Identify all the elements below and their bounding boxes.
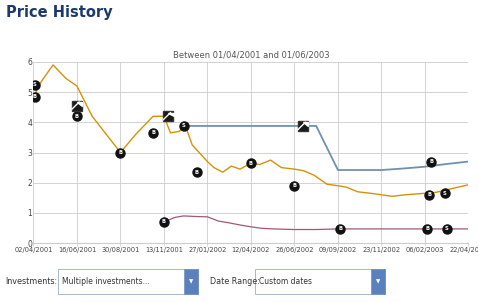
Text: B: B <box>427 192 431 197</box>
Text: Date Range:: Date Range: <box>210 277 260 286</box>
Text: B: B <box>293 183 296 188</box>
Text: S: S <box>443 191 446 196</box>
Bar <box>58 269 198 294</box>
Text: B: B <box>338 226 342 231</box>
Text: Custom dates: Custom dates <box>259 277 312 286</box>
Text: S: S <box>33 82 37 87</box>
Text: ▼: ▼ <box>189 279 193 284</box>
Bar <box>184 269 198 294</box>
Text: B: B <box>429 159 434 164</box>
Bar <box>255 269 385 294</box>
Text: S: S <box>182 124 185 128</box>
Text: Investments:: Investments: <box>5 277 57 286</box>
Text: B: B <box>162 220 166 224</box>
Bar <box>371 269 385 294</box>
Title: Between 01/04/2001 and 01/06/2003: Between 01/04/2001 and 01/06/2003 <box>173 51 329 60</box>
Text: B: B <box>75 114 79 119</box>
Text: Price History: Price History <box>6 5 113 20</box>
Text: S: S <box>445 226 448 231</box>
Text: Multiple investments...: Multiple investments... <box>62 277 150 286</box>
Text: ▼: ▼ <box>376 279 380 284</box>
Polygon shape <box>168 113 174 116</box>
Text: B: B <box>249 161 253 165</box>
Text: B: B <box>119 150 122 155</box>
Text: B: B <box>425 226 429 231</box>
Text: B: B <box>195 170 198 175</box>
Text: B: B <box>33 94 37 99</box>
Text: B: B <box>151 130 155 135</box>
Polygon shape <box>303 122 308 126</box>
Polygon shape <box>77 102 82 106</box>
